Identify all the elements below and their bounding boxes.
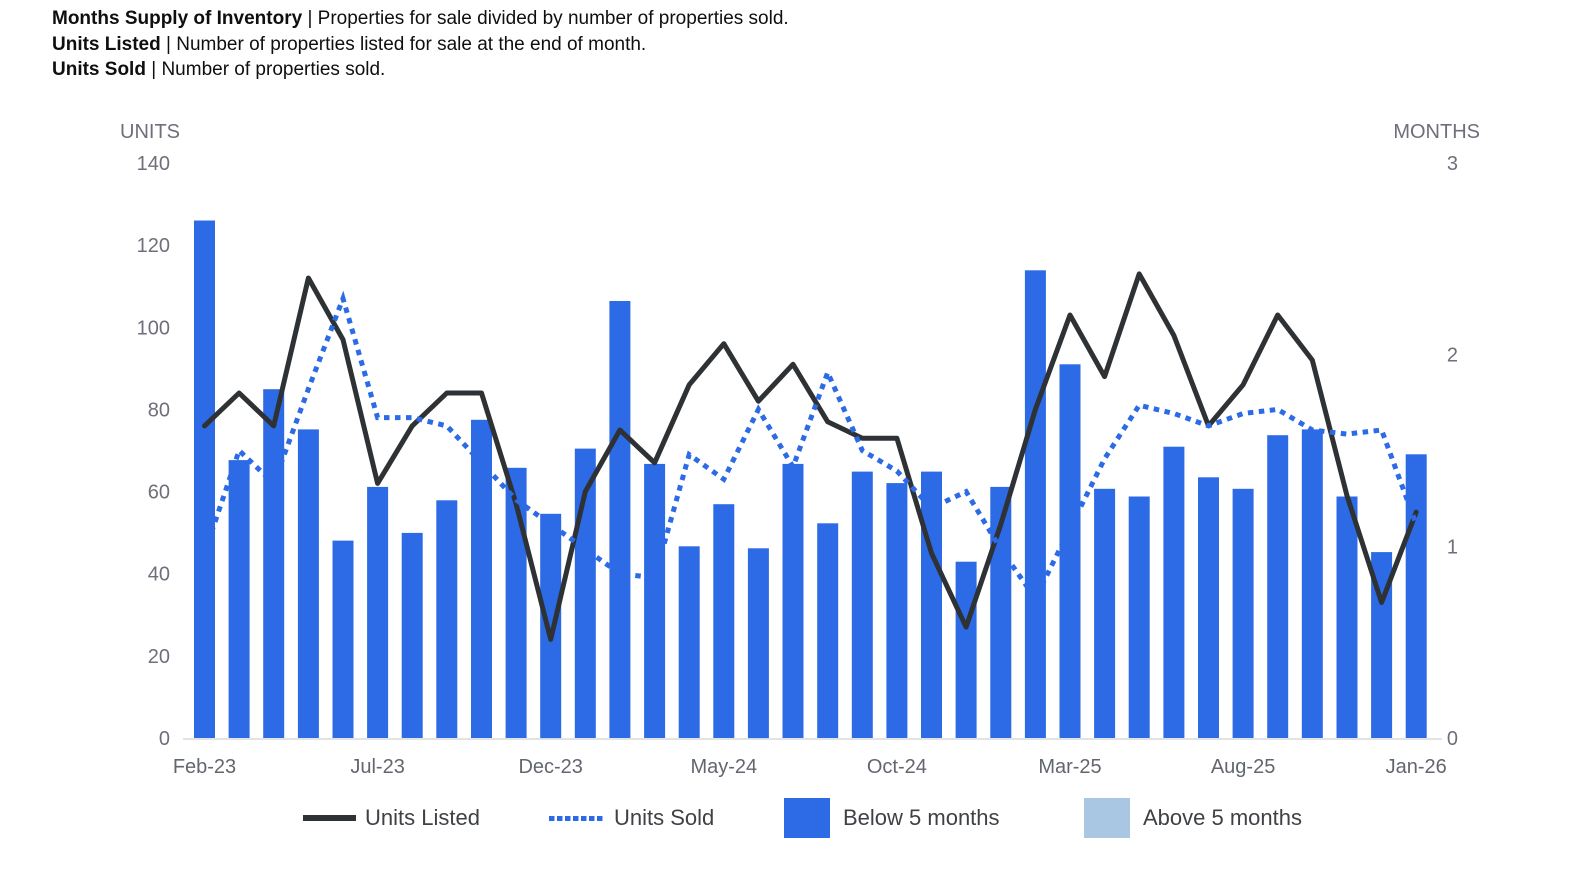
x-axis-tick-label: Feb-23 <box>173 756 236 778</box>
bar-Aug-25 <box>1232 488 1254 738</box>
right-axis-tick-label: 3 <box>1447 153 1458 175</box>
bar-Apr-25 <box>1094 488 1116 738</box>
right-axis-tick-label: 0 <box>1447 728 1458 750</box>
right-axis-tick-label: 2 <box>1447 345 1458 367</box>
bar-Feb-23 <box>194 220 215 738</box>
units-listed-line <box>202 271 1419 642</box>
bar-Jun-25 <box>1163 446 1185 738</box>
definition-term: Units Sold <box>52 59 146 80</box>
units-sold-line <box>202 290 1419 604</box>
bar-Apr-24 <box>678 546 700 738</box>
bar-Sep-23 <box>436 500 458 738</box>
x-axis-tick-label: Dec-23 <box>518 756 582 778</box>
bar-Aug-24 <box>817 523 839 738</box>
x-axis-tick-label: Aug-25 <box>1211 756 1276 778</box>
right-axis-title: MONTHS <box>1393 121 1480 143</box>
legend-item-units-sold: Units Sold <box>549 796 714 840</box>
bar-Sep-25 <box>1267 435 1289 738</box>
x-axis-tick-label: May-24 <box>690 756 757 778</box>
bar-May-24 <box>713 504 735 738</box>
bar-Jun-23 <box>332 540 354 738</box>
bar-Oct-23 <box>471 419 492 738</box>
chart-definitions: Months Supply of Inventory | Properties … <box>52 6 789 83</box>
bar-Jul-23 <box>367 486 389 738</box>
x-axis-tick-label: Oct-24 <box>867 756 927 778</box>
definition-line-months-supply: Months Supply of Inventory | Properties … <box>52 6 789 32</box>
left-axis-tick-label: 120 <box>137 235 170 257</box>
bar-Aug-23 <box>401 532 423 738</box>
legend-label: Above 5 months <box>1143 805 1302 830</box>
bar-Feb-24 <box>609 301 631 738</box>
definition-line-units-listed: Units Listed | Number of properties list… <box>52 32 789 58</box>
x-axis-tick-label: Jul-23 <box>350 756 404 778</box>
chart-legend: Units Listed Units Sold Below 5 months A… <box>0 796 1572 842</box>
legend-label: Units Listed <box>365 805 480 830</box>
x-axis-tick-label: Mar-25 <box>1038 756 1101 778</box>
bar-Dec-25 <box>1371 552 1393 738</box>
definition-term: Months Supply of Inventory <box>52 8 303 29</box>
left-axis-tick-label: 0 <box>159 728 170 750</box>
left-axis-tick-label: 20 <box>148 646 170 668</box>
definition-text: | Properties for sale divided by number … <box>307 8 789 29</box>
bar-Jan-25 <box>990 486 1012 738</box>
left-axis-tick-label: 40 <box>148 564 170 586</box>
bar-Nov-25 <box>1336 496 1358 738</box>
bar-Mar-24 <box>644 463 666 738</box>
legend-item-units-listed: Units Listed <box>303 796 480 840</box>
left-axis-tick-label: 100 <box>137 317 170 339</box>
bar-May-23 <box>297 429 319 738</box>
bar-Jun-24 <box>747 548 769 739</box>
above-5-months-swatch-icon <box>1084 798 1130 838</box>
x-axis-tick-label: Jan-26 <box>1386 756 1447 778</box>
bar-Jan-26 <box>1405 454 1427 738</box>
bar-Nov-23 <box>505 467 527 738</box>
legend-label: Units Sold <box>614 805 715 830</box>
bar-Oct-25 <box>1301 429 1323 738</box>
left-axis-tick-label: 140 <box>137 153 170 175</box>
dotted-line-swatch-icon <box>549 815 605 821</box>
bar-Sep-24 <box>851 471 873 738</box>
bar-Mar-25 <box>1059 364 1081 738</box>
solid-line-swatch-icon <box>303 815 356 821</box>
left-axis-tick-label: 80 <box>148 399 170 421</box>
definition-text: | Number of properties listed for sale a… <box>166 33 647 55</box>
left-axis-tick-label: 60 <box>148 482 170 504</box>
definition-term: Units Listed <box>52 33 161 55</box>
bar-Apr-23 <box>263 389 285 738</box>
legend-item-below-5-months: Below 5 months <box>784 796 1000 840</box>
legend-label: Below 5 months <box>843 805 1000 830</box>
bar-Dec-24 <box>955 561 977 738</box>
bar-Dec-23 <box>540 513 562 739</box>
right-axis-tick-label: 1 <box>1447 536 1458 558</box>
bar-May-25 <box>1128 496 1150 738</box>
bar-Oct-24 <box>886 483 908 738</box>
definition-text: | Number of properties sold. <box>151 59 386 80</box>
legend-item-above-5-months: Above 5 months <box>1084 796 1302 840</box>
left-axis-title: UNITS <box>120 121 180 143</box>
bar-Jul-24 <box>782 463 804 738</box>
below-5-months-swatch-icon <box>784 798 830 838</box>
bar-Nov-24 <box>921 471 942 738</box>
bar-Feb-25 <box>1024 270 1046 738</box>
bar-Mar-23 <box>228 460 250 738</box>
definition-line-units-sold: Units Sold | Number of properties sold. <box>52 57 789 83</box>
bar-Jul-25 <box>1198 477 1219 738</box>
